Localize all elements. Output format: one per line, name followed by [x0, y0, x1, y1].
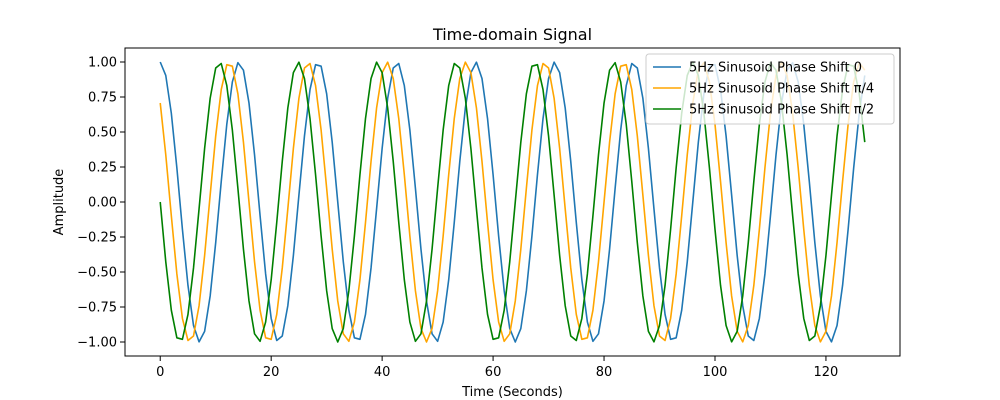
y-axis-ticks: −1.00 −0.75 −0.50 −0.25 0.00 0.25 0.50 0.75 1.00 — [77, 56, 125, 351]
x-tick-label: 20 — [263, 365, 280, 380]
x-tick-label: 120 — [814, 365, 839, 380]
series-lines — [159, 61, 866, 343]
x-axis-ticks: 0 20 40 60 80 100 120 — [156, 356, 838, 380]
legend-label-0: 5Hz Sinusoid Phase Shift 0 — [689, 61, 862, 76]
y-tick-label: 0.50 — [88, 126, 117, 141]
legend-label-2: 5Hz Sinusoid Phase Shift π/2 — [689, 103, 874, 118]
legend-label-1: 5Hz Sinusoid Phase Shift π/4 — [689, 82, 874, 97]
x-tick-label: 100 — [703, 365, 728, 380]
y-tick-label: 1.00 — [88, 56, 117, 71]
series-line-2 — [159, 61, 866, 343]
x-tick-label: 40 — [374, 365, 391, 380]
chart-title: Time-domain Signal — [432, 25, 592, 44]
legend: 5Hz Sinusoid Phase Shift 0 5Hz Sinusoid P… — [645, 53, 895, 125]
legend-box — [645, 53, 895, 125]
y-tick-label: 0.25 — [88, 161, 117, 176]
y-tick-label: 0.00 — [88, 196, 117, 211]
y-tick-label: −1.00 — [77, 336, 117, 351]
x-tick-label: 60 — [485, 365, 502, 380]
series-line-0 — [159, 61, 866, 343]
x-axis-label: Time (Seconds) — [461, 385, 563, 400]
x-tick-label: 0 — [156, 365, 164, 380]
y-tick-label: 0.75 — [88, 91, 117, 106]
y-tick-label: −0.75 — [77, 301, 117, 316]
y-tick-label: −0.50 — [77, 266, 117, 281]
y-axis-label: Amplitude — [52, 169, 67, 236]
x-tick-label: 80 — [596, 365, 613, 380]
y-tick-label: −0.25 — [77, 231, 117, 246]
series-line-1 — [159, 61, 866, 343]
